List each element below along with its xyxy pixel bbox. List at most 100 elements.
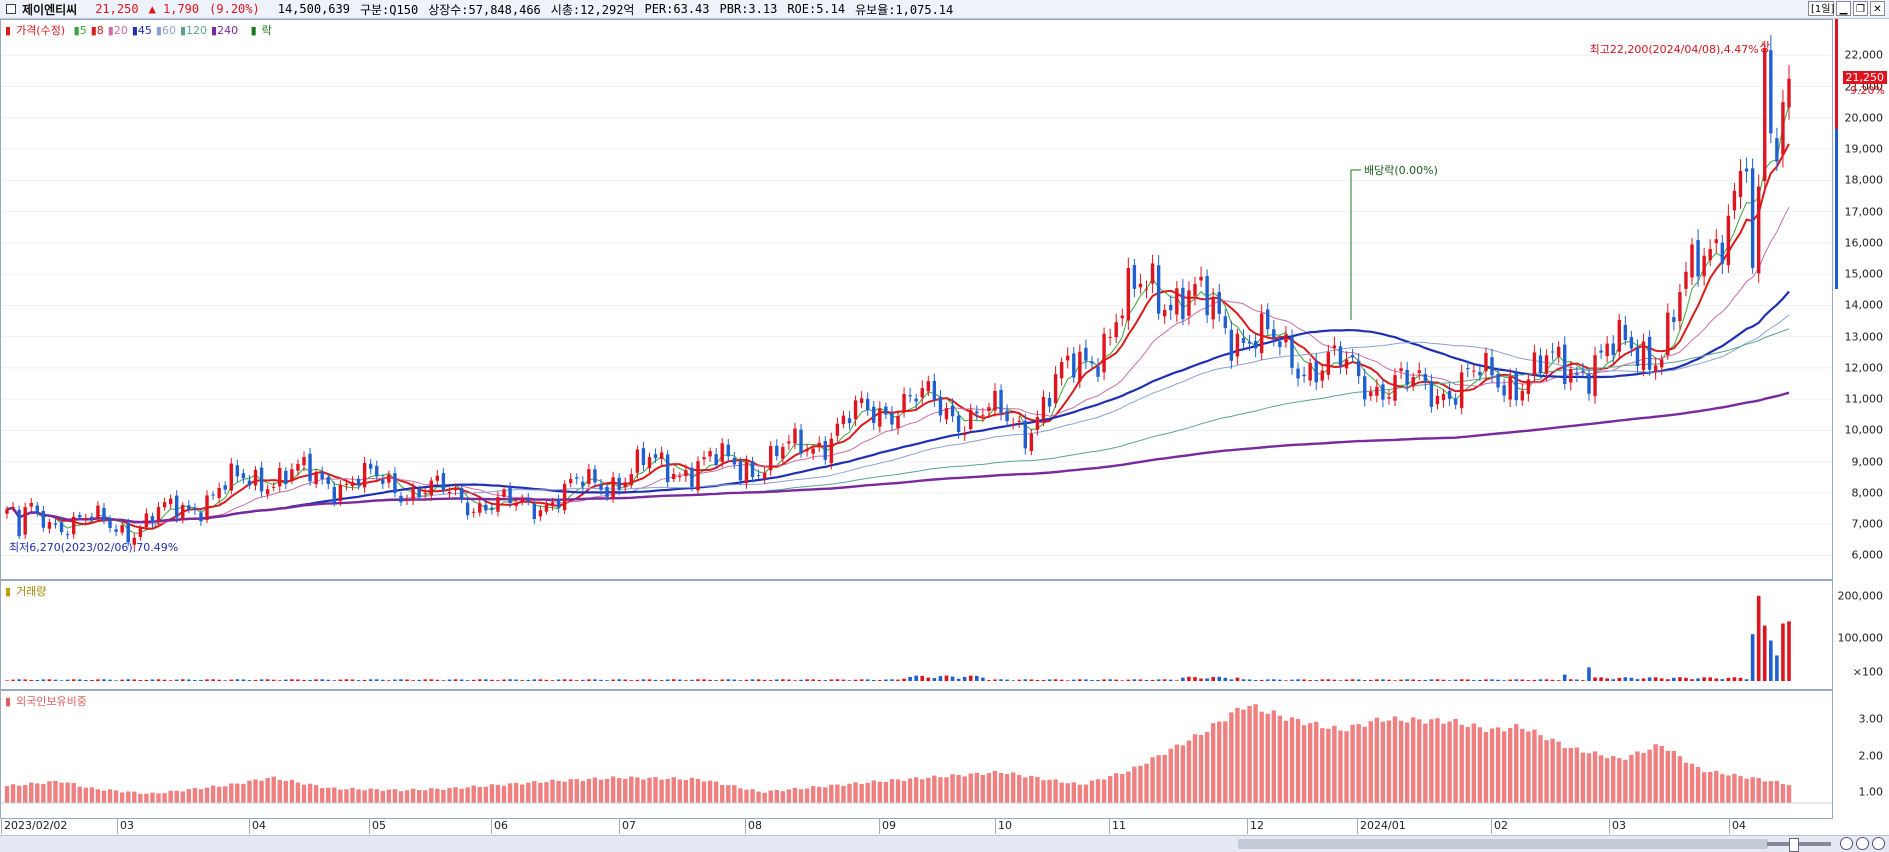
volume-bar xyxy=(696,679,700,681)
foreign-ratio-bar xyxy=(1301,725,1307,803)
close-icon[interactable]: ✕ xyxy=(1870,1,1885,16)
foreign-ratio-bar xyxy=(1695,767,1701,803)
foreign-ratio-bar xyxy=(1477,727,1483,803)
period-button[interactable]: [1일] xyxy=(1808,1,1834,16)
zoom-slider[interactable] xyxy=(1767,837,1831,852)
minimize-icon[interactable]: ▁ xyxy=(1836,1,1851,16)
candle-body xyxy=(368,463,373,469)
volume-bar xyxy=(847,680,852,681)
volume-bar xyxy=(1453,679,1458,681)
candle-body xyxy=(1472,370,1476,372)
candle-body xyxy=(114,529,118,532)
volume-bar xyxy=(1175,680,1179,681)
candle-body xyxy=(411,487,415,501)
candle-body xyxy=(999,390,1003,414)
candle-body xyxy=(562,483,567,511)
x-tick-label: 08 xyxy=(748,819,762,832)
volume-bar xyxy=(950,676,955,681)
market-class: 구분:Q150 xyxy=(359,2,419,17)
candle-body xyxy=(1690,244,1694,278)
foreign-ratio-chart[interactable] xyxy=(1,691,1832,818)
foreign-ratio-bar xyxy=(992,770,998,803)
volume-bar xyxy=(344,679,349,681)
candle-body xyxy=(1363,376,1367,400)
volume-bar xyxy=(387,680,391,681)
volume-bar xyxy=(623,679,628,681)
volume-bar xyxy=(744,679,749,681)
zoom-reset-icon[interactable] xyxy=(1872,837,1885,850)
foreign-ratio-bar xyxy=(1768,781,1774,803)
candle-body xyxy=(1126,268,1131,321)
candle-body xyxy=(944,408,949,420)
candle-body xyxy=(732,457,737,465)
stock-name[interactable]: 제이엔티씨 xyxy=(22,2,78,17)
volume-bar xyxy=(787,679,791,681)
candle-body xyxy=(1769,50,1773,134)
candle-body xyxy=(65,534,70,536)
foreign-ratio-bar xyxy=(841,785,846,803)
volume-bar xyxy=(35,679,40,681)
foreign-ratio-bar xyxy=(998,772,1004,803)
volume-bar xyxy=(1581,680,1585,681)
candle-body xyxy=(1017,420,1021,422)
candle-body xyxy=(1084,347,1088,361)
foreign-pane[interactable]: ▮ 외국인보유비중 xyxy=(0,690,1833,819)
volume-bar xyxy=(926,677,931,681)
foreign-ratio-bar xyxy=(1283,720,1289,803)
volume-bar xyxy=(144,679,149,681)
foreign-ratio-bar xyxy=(768,790,773,803)
zoom-in-icon[interactable] xyxy=(1856,837,1869,850)
scroll-thumb[interactable] xyxy=(1238,839,1768,849)
foreign-ratio-bar xyxy=(392,789,398,803)
foreign-ratio-bar xyxy=(804,788,810,803)
foreign-ratio-bar xyxy=(1720,774,1725,803)
foreign-ratio-bar xyxy=(744,789,749,803)
volume-bar xyxy=(1714,678,1719,681)
volume-pane[interactable]: ▮ 거래량 xyxy=(0,580,1833,690)
zoom-out-icon[interactable] xyxy=(1840,837,1853,850)
candle-body xyxy=(1156,265,1161,314)
volume-bar xyxy=(974,675,979,681)
candle-body xyxy=(1544,355,1549,374)
volume-bar xyxy=(162,679,167,681)
candle-body xyxy=(150,516,155,524)
current-pct-tag: 9.20% xyxy=(1850,83,1885,97)
volume-bar xyxy=(914,675,918,681)
volume-bar xyxy=(1223,677,1228,681)
restore-icon[interactable]: ❐ xyxy=(1853,1,1868,16)
foreign-ratio-bar xyxy=(738,788,743,803)
foreign-ratio-bar xyxy=(817,786,822,803)
volume-chart[interactable] xyxy=(1,581,1832,689)
candle-body xyxy=(1253,341,1258,349)
volume-bar xyxy=(1447,680,1452,681)
foreign-ratio-bar xyxy=(1035,777,1040,803)
candle-body xyxy=(775,445,779,457)
volume-bar xyxy=(132,679,137,681)
volume-bar xyxy=(1593,677,1597,681)
volume-bar xyxy=(635,679,640,681)
foreign-ratio-bar xyxy=(568,779,573,803)
foreign-ratio-bar xyxy=(1132,766,1137,803)
foreign-ratio-bar xyxy=(277,780,282,803)
foreign-ratio-bar xyxy=(362,790,367,803)
scroll-bar[interactable] xyxy=(0,835,1889,852)
volume-bar xyxy=(180,679,185,681)
price-pane[interactable]: ▮ 가격(수정) ▮5 ▮8 ▮20 ▮45 ▮60 ▮120 ▮240 ▮ 락 최고22,20… xyxy=(0,19,1833,580)
candle-body xyxy=(635,449,640,473)
candle-body xyxy=(956,415,961,432)
foreign-ratio-bar xyxy=(1738,776,1743,803)
foreign-ratio-bar xyxy=(1592,751,1598,803)
volume-bar xyxy=(393,679,397,681)
window-menu-icon[interactable] xyxy=(6,4,16,14)
candle-body xyxy=(344,483,349,485)
candle-body xyxy=(1047,398,1052,407)
volume-bar xyxy=(1017,679,1022,681)
candle-body xyxy=(1090,361,1094,364)
volume-bar xyxy=(641,679,646,681)
foreign-ratio-bar xyxy=(623,778,628,803)
foreign-ratio-bar xyxy=(332,787,337,803)
foreign-ratio-bar xyxy=(35,783,40,803)
price-chart[interactable]: 최고22,200(2024/04/08),4.47% 상최저6,270(2023/… xyxy=(1,20,1832,579)
listed-shares: 상장수:57,848,466 xyxy=(428,2,541,17)
volume-bar xyxy=(1053,679,1058,681)
